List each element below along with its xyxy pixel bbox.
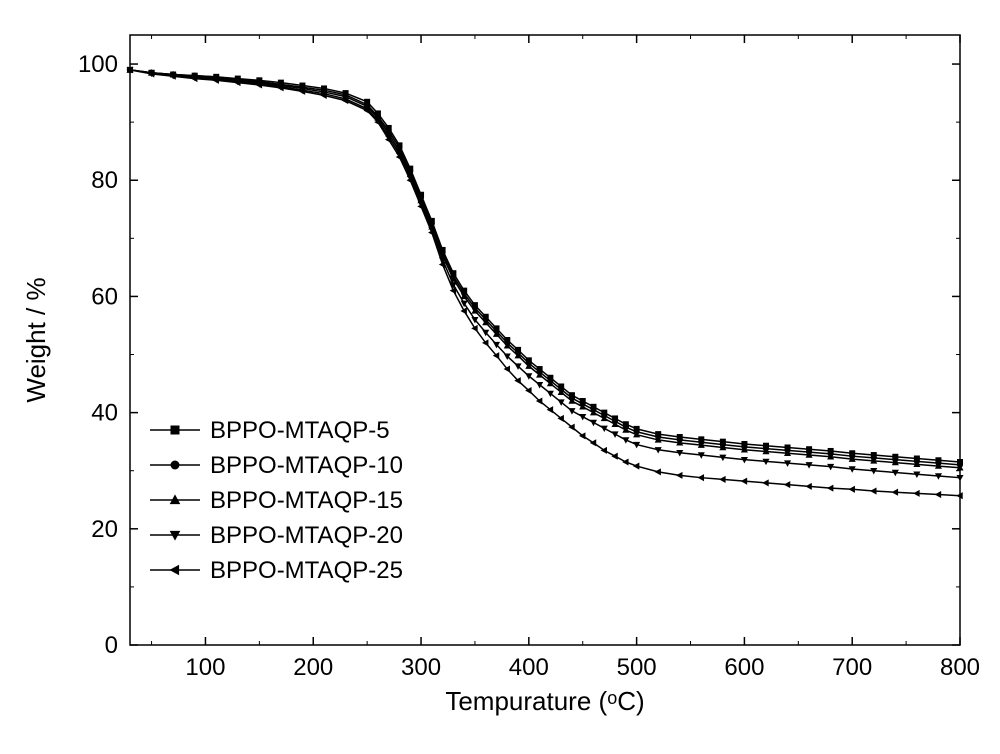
y-tick-label: 20 [91,516,118,543]
marker-triangle-left [784,481,790,488]
legend-label: BPPO-MTAQP-5 [210,417,390,444]
marker-triangle-left [633,463,639,470]
marker-triangle-left [471,325,477,332]
x-tick-label: 600 [724,654,764,681]
x-tick-label: 700 [832,654,872,681]
marker-triangle-left [741,478,747,485]
x-tick-label: 200 [293,654,333,681]
y-tick-label: 0 [105,632,118,659]
marker-triangle-left [892,489,898,496]
x-tick-label: 100 [185,654,225,681]
marker-triangle-left [622,458,628,465]
marker-triangle-left [870,488,876,495]
y-tick-label: 60 [91,283,118,310]
chart-svg: 100 200 300 400 500 600 700 800 0 20 40 60 80 100 Temp… [0,0,1000,754]
legend-label: BPPO-MTAQP-25 [210,557,403,584]
marker-triangle-left [676,472,682,479]
x-tick-label: 400 [509,654,549,681]
legend-label: BPPO-MTAQP-20 [210,522,403,549]
x-tick-label: 500 [617,654,657,681]
y-axis-label: Weight / % [21,277,51,402]
marker-triangle-left [611,453,617,460]
marker-triangle-left [805,483,811,490]
marker-triangle-left [827,485,833,492]
marker-triangle-left [935,491,941,498]
legend-label: BPPO-MTAQP-10 [210,452,403,479]
plot-border [130,35,960,645]
marker-triangle-left [719,476,725,483]
marker-square [171,426,180,435]
x-tick-label: 800 [940,654,980,681]
x-tick-label: 300 [401,654,441,681]
marker-triangle-left [848,486,854,493]
marker-triangle-left [698,474,704,481]
series-line [130,70,960,462]
x-axis-label: Tempurature (oC) [445,686,644,716]
legend-label: BPPO-MTAQP-15 [210,487,403,514]
marker-triangle-left [482,339,488,346]
chart-container: 100 200 300 400 500 600 700 800 0 20 40 60 80 100 Temp… [0,0,1000,754]
marker-triangle-left [654,468,660,475]
marker-triangle-down [170,531,181,541]
marker-triangle-up [170,494,181,504]
y-tick-label: 40 [91,400,118,427]
series-line [130,70,960,468]
marker-circle [171,461,180,470]
y-tick-label: 100 [78,51,118,78]
y-tick-label: 80 [91,167,118,194]
marker-triangle-left [169,565,179,576]
marker-triangle-left [762,479,768,486]
marker-triangle-left [913,490,919,497]
